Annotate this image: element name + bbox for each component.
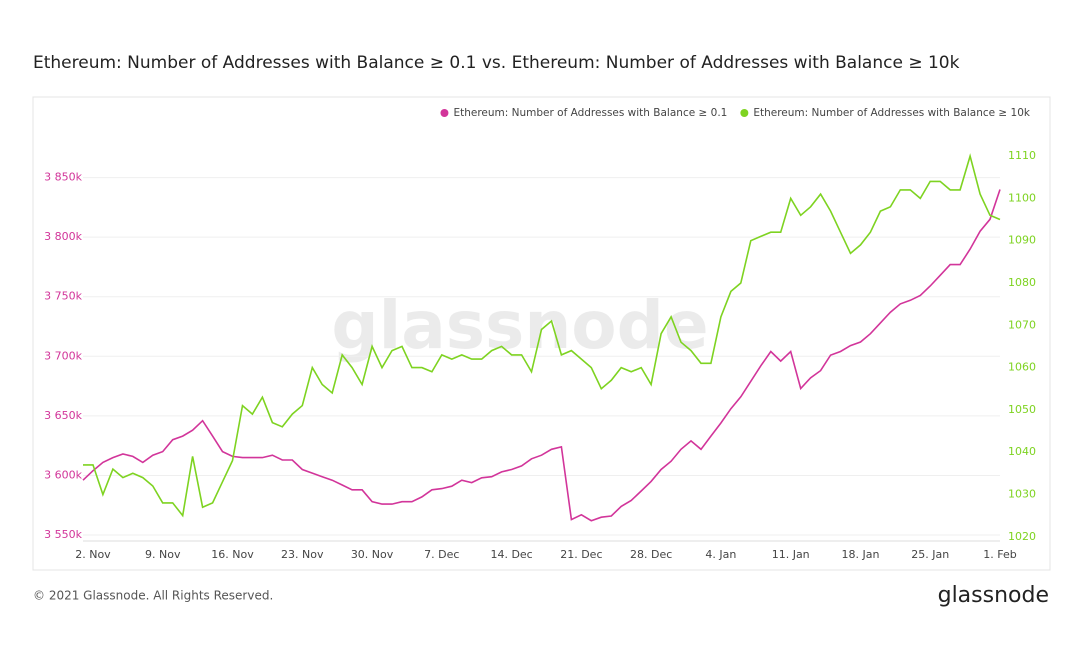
y2-tick-label: 1080 [1008,276,1036,289]
x-tick-label: 2. Nov [75,548,111,561]
x-tick-label: 9. Nov [145,548,181,561]
x-tick-label: 16. Nov [211,548,254,561]
legend-marker [740,109,749,117]
series-line [83,153,1001,518]
chart-title: Ethereum: Number of Addresses with Balan… [33,53,960,73]
series-line [82,189,1001,522]
x-tick-label: 25. Jan [911,548,949,561]
x-tick-label: 28. Dec [630,548,672,561]
legend-label: Ethereum: Number of Addresses with Balan… [753,107,1031,119]
x-tick-label: 7. Dec [424,548,459,561]
y2-tick-label: 1020 [1008,530,1036,543]
y-tick-label: 3 750k [44,290,82,303]
chart-frame [32,96,1051,571]
y-tick-label: 3 850k [44,171,82,184]
x-tick-label: 23. Nov [281,548,324,561]
y2-tick-label: 1050 [1008,403,1036,416]
x-tick-label: 4. Jan [705,548,736,561]
y-tick-label: 3 600k [44,468,82,481]
legend-label: Ethereum: Number of Addresses with Balan… [453,107,727,119]
y2-tick-label: 1090 [1008,234,1036,247]
y2-tick-label: 1110 [1008,149,1036,162]
y2-tick-label: 1060 [1008,361,1036,374]
y2-tick-label: 1030 [1008,487,1036,500]
y-tick-label: 3 700k [44,349,82,362]
footer: © 2021 Glassnode. All Rights Reserved. [33,589,273,603]
legend-marker [440,109,449,117]
x-tick-label: 18. Jan [841,548,879,561]
y2-tick-label: 1070 [1008,318,1036,331]
y2-tick-label: 1040 [1008,445,1036,458]
y-tick-label: 3 650k [44,409,82,422]
x-tick-label: 11. Jan [772,548,810,561]
x-tick-label: 14. Dec [490,548,532,561]
x-tick-label: 21. Dec [560,548,602,561]
watermark: glassnode [331,287,708,364]
y-tick-label: 3 550k [44,528,82,541]
logo: glassnode [938,583,1049,608]
x-tick-label: 30. Nov [351,548,394,561]
x-tick-label: 1. Feb [983,548,1016,561]
y-tick-label: 3 800k [44,230,82,243]
y2-tick-label: 1100 [1008,191,1036,204]
